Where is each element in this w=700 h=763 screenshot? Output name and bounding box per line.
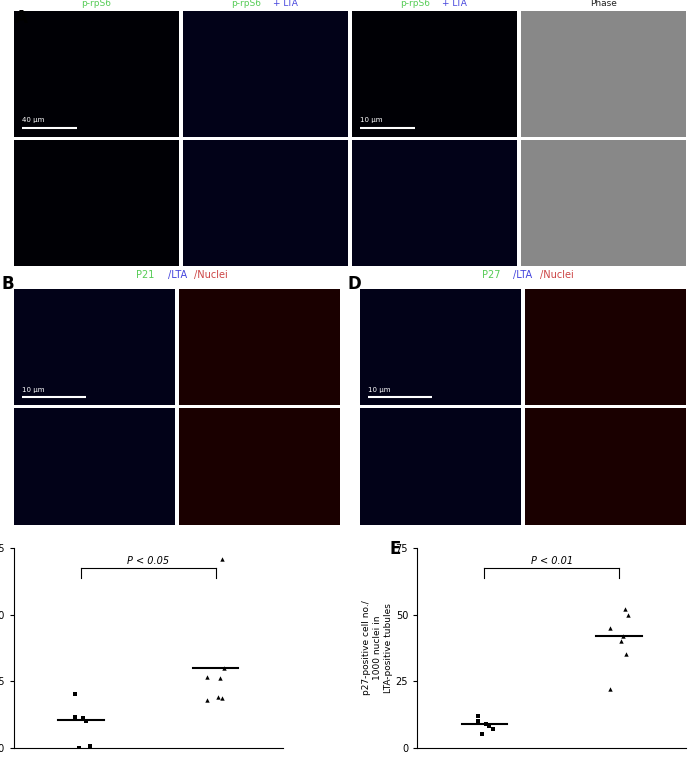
Point (78, 713, 89, 725)
Text: $\it{Pten}^{\it{ptKO}}$: $\it{Pten}^{\it{ptKO}}$ (0, 460, 12, 473)
Point (214, 672, 225, 684)
Text: B: B (1, 275, 14, 293)
Point (80, 715, 91, 727)
Text: /Nuclei: /Nuclei (194, 269, 228, 279)
Text: /LTA: /LTA (167, 269, 187, 279)
Text: 10 μm: 10 μm (360, 118, 383, 123)
Point (201, 671, 212, 683)
Text: E: E (389, 540, 400, 559)
Point (615, 635, 626, 647)
Point (473, 715, 484, 727)
Text: p-rpS6: p-rpS6 (81, 0, 111, 8)
Text: 10 μm: 10 μm (22, 387, 45, 392)
Point (620, 603, 631, 615)
Text: /LTA: /LTA (513, 269, 533, 279)
Text: p-rpS6: p-rpS6 (231, 0, 261, 8)
Point (69, 688, 80, 700)
Text: 40 μm: 40 μm (22, 118, 45, 123)
Point (473, 710, 484, 722)
Point (202, 694, 213, 706)
Point (487, 723, 498, 736)
Text: p-rpS6: p-rpS6 (400, 0, 430, 8)
Y-axis label: p27-positive cell no./
1000 nuclei in
LTA-positive tubules: p27-positive cell no./ 1000 nuclei in LT… (362, 600, 393, 695)
Text: P < 0.01: P < 0.01 (531, 556, 573, 566)
Point (217, 692, 228, 704)
Point (617, 629, 629, 642)
Point (605, 683, 616, 695)
Point (212, 691, 223, 703)
Text: 10 μm: 10 μm (368, 387, 391, 392)
Point (84, 740, 95, 752)
Text: Phase: Phase (590, 0, 617, 8)
Point (69, 711, 80, 723)
Point (604, 622, 615, 634)
Point (622, 608, 634, 620)
Text: P < 0.05: P < 0.05 (127, 556, 169, 566)
Text: P21: P21 (136, 269, 155, 279)
Text: $\it{Pten}^{\it{Ctrl}}$: $\it{Pten}^{\it{Ctrl}}$ (0, 341, 12, 353)
Point (481, 718, 492, 730)
Point (483, 720, 494, 732)
Text: $\it{Pten}^{\it{ptKO}}$: $\it{Pten}^{\it{ptKO}}$ (0, 197, 12, 209)
Text: P27: P27 (482, 269, 500, 279)
Text: D: D (347, 275, 361, 293)
Point (477, 729, 488, 741)
Point (219, 662, 230, 674)
Point (620, 649, 631, 661)
Point (216, 552, 228, 565)
Point (74, 742, 85, 754)
Text: /Nuclei: /Nuclei (540, 269, 573, 279)
Text: A: A (15, 9, 28, 27)
Text: $\it{Pten}^{\it{Ctrl}}$: $\it{Pten}^{\it{Ctrl}}$ (0, 68, 12, 80)
Text: + LTA: + LTA (442, 0, 467, 8)
Text: + LTA: + LTA (272, 0, 298, 8)
